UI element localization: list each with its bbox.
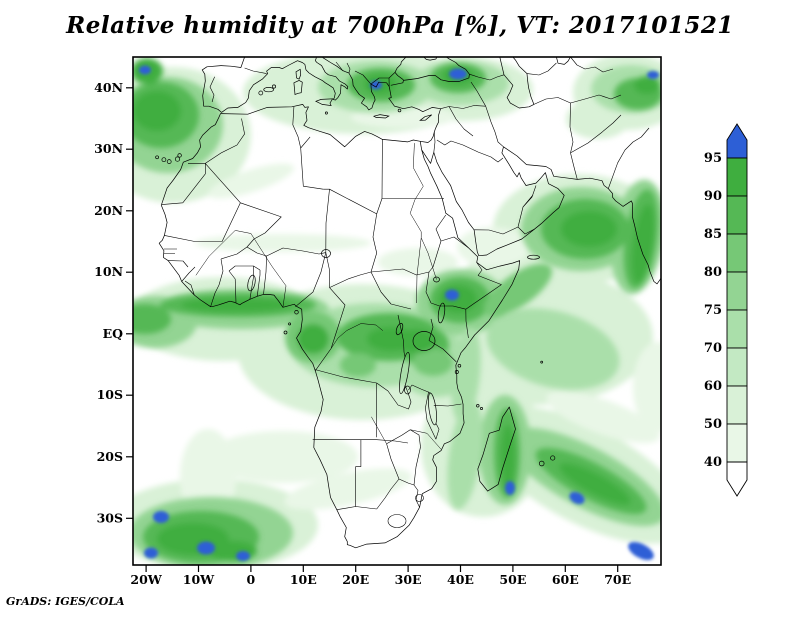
plot-frame — [132, 56, 662, 566]
lat-tick-label: 10S — [97, 387, 123, 402]
map-area — [133, 57, 661, 565]
colorbar-level-label: 95 — [704, 151, 722, 166]
colorbar-segment — [726, 309, 748, 349]
colorbar-segment — [726, 385, 748, 425]
lon-axis-labels: 20W 10W 0 10E 20E 30E 40E 50E 60E 70E — [130, 572, 631, 587]
lon-tick-label: 60E — [552, 572, 579, 587]
colorbar-level-label: 50 — [704, 417, 722, 432]
lon-tick-label: 0 — [247, 572, 256, 587]
colorbar-level-label: 90 — [704, 189, 722, 204]
islands — [155, 68, 556, 467]
lon-axis — [145, 565, 619, 572]
lon-tick-label: 20W — [130, 572, 162, 587]
lat-tick-label: 20N — [94, 203, 123, 218]
lat-axis-labels: 40N 30N 20N 10N EQ 10S 20S 30S — [94, 80, 124, 525]
lat-tick-label: 40N — [94, 80, 123, 95]
lon-tick-label: 30E — [395, 572, 422, 587]
lon-tick-label: 50E — [499, 572, 526, 587]
lat-axis — [126, 87, 133, 519]
humidity-field-saturated — [139, 65, 659, 561]
lat-tick-label: 10N — [94, 264, 123, 279]
rivers — [195, 143, 442, 450]
coastlines — [158, 57, 661, 549]
colorbar-level-label: 80 — [704, 265, 722, 280]
colorbar-segment — [726, 271, 748, 311]
lon-tick-label: 40E — [447, 572, 474, 587]
lat-tick-label: 30N — [94, 141, 123, 156]
humidity-field-strong — [133, 58, 661, 563]
colorbar-arrow-bottom — [726, 461, 748, 497]
colorbar: 95 90 85 80 75 70 60 50 40 — [704, 123, 748, 497]
plot-title: Relative humidity at 700hPa [%], VT: 201… — [66, 12, 734, 39]
lon-tick-label: 10E — [290, 572, 317, 587]
colorbar-segment — [726, 233, 748, 273]
colorbar-level-label: 85 — [704, 227, 722, 242]
lat-tick-label: EQ — [103, 326, 124, 341]
colorbar-level-label: 75 — [704, 303, 722, 318]
colorbar-arrow-top — [726, 123, 748, 159]
colorbar-level-label: 60 — [704, 379, 722, 394]
lon-tick-label: 70E — [604, 572, 631, 587]
colorbar-segment — [726, 195, 748, 235]
lon-tick-label: 10W — [183, 572, 215, 587]
colorbar-segment — [726, 347, 748, 387]
lat-tick-label: 20S — [97, 449, 123, 464]
colorbar-level-label: 40 — [704, 455, 722, 470]
grads-credit: GrADS: IGES/COLA — [6, 595, 125, 608]
colorbar-segment — [726, 157, 748, 197]
lon-tick-label: 20E — [342, 572, 369, 587]
lakes — [247, 249, 446, 426]
country-borders — [161, 57, 650, 528]
lat-tick-label: 30S — [97, 510, 123, 525]
colorbar-level-label: 70 — [704, 341, 722, 356]
colorbar-segment — [726, 423, 748, 463]
